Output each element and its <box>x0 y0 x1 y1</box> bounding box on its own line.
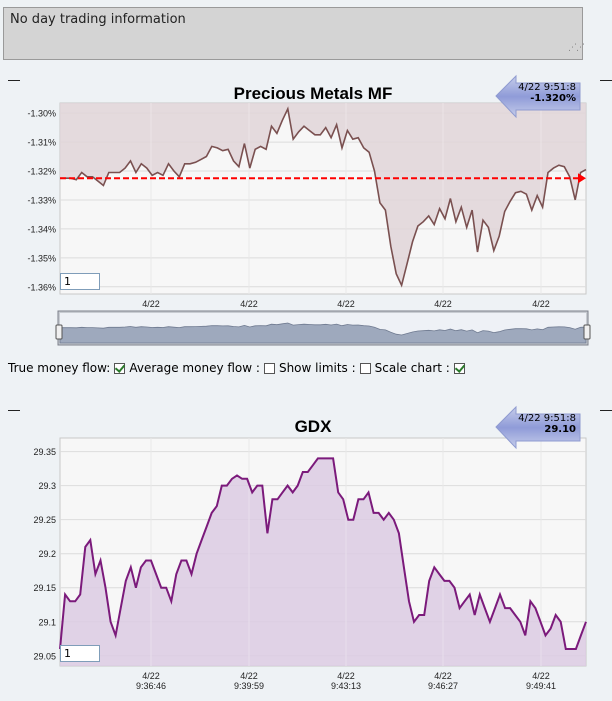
y-tick-label: 29.35 <box>33 447 56 457</box>
x-tick-date: 4/22 <box>434 299 452 309</box>
x-tick-date: 4/22 <box>240 299 258 309</box>
gdx-value-input[interactable]: 1 <box>60 645 100 662</box>
x-tick-date: 4/22 <box>240 671 258 681</box>
x-tick-date: 4/22 <box>142 671 160 681</box>
x-tick-date: 4/22 <box>532 299 550 309</box>
callout-value: -1.320% <box>530 93 576 104</box>
y-tick-label: -1.33% <box>27 195 56 205</box>
x-tick-time: 9:49:41 <box>526 681 556 691</box>
chart-title: Precious Metals MF <box>234 84 393 103</box>
true-money-flow-checkbox[interactable] <box>114 362 126 374</box>
day-trading-info-panel: No day trading information ⋰⋰ <box>3 7 585 60</box>
y-tick-label: 29.15 <box>33 583 56 593</box>
show-limits-checkbox[interactable] <box>359 362 371 374</box>
average-line-arrowhead <box>578 173 586 184</box>
series-line <box>59 457 587 650</box>
scale-chart-label: Scale chart : <box>374 361 450 375</box>
series-fill-area <box>60 458 586 666</box>
collapse-dash-icon[interactable] <box>600 410 612 411</box>
range-handle-left <box>55 324 63 340</box>
y-tick-label: -1.34% <box>27 224 56 234</box>
callout-date: 4/22 9:51:8 <box>518 413 576 424</box>
precious-metals-mf-chart: Precious Metals MF -1.30% -1.31% -1.32% -1.3… <box>27 84 591 346</box>
show-limits-label: Show limits : <box>278 361 356 375</box>
y-tick-label: -1.32% <box>27 167 56 177</box>
y-tick-label: 29.25 <box>33 515 56 525</box>
day-trading-info-text: No day trading information <box>10 12 186 27</box>
x-tick-time: 9:39:59 <box>234 681 264 691</box>
series-line <box>60 106 587 288</box>
collapse-dash-icon[interactable] <box>8 80 20 81</box>
pmmf-value-input[interactable]: 1 <box>60 273 100 290</box>
range-handle-right <box>583 324 591 340</box>
chart-options-bar: True money flow: Average money flow : Sh… <box>8 361 469 375</box>
scale-chart-checkbox[interactable] <box>453 362 465 374</box>
gdx-last-value-callout: 4/22 9:51:8 29.10 <box>494 405 582 450</box>
y-tick-label: 29.2 <box>38 549 56 559</box>
x-tick-date: 4/22 <box>532 671 550 681</box>
x-tick-time: 9:46:27 <box>428 681 458 691</box>
chart-title: GDX <box>295 417 333 436</box>
average-money-flow-checkbox[interactable] <box>263 362 275 374</box>
collapse-dash-icon[interactable] <box>8 410 20 411</box>
y-tick-label: 29.1 <box>38 617 56 627</box>
collapse-dash-icon[interactable] <box>600 80 612 81</box>
y-tick-label: -1.36% <box>27 282 56 292</box>
x-tick-date: 4/22 <box>337 299 355 309</box>
pmmf-last-value-callout: 4/22 9:51:8 -1.320% <box>494 74 582 119</box>
x-tick-time: 9:36:46 <box>136 681 166 691</box>
true-money-flow-label: True money flow: <box>8 361 111 375</box>
y-tick-label: -1.30% <box>27 109 56 119</box>
x-tick-date: 4/22 <box>142 299 160 309</box>
y-tick-label: 29.05 <box>33 651 56 661</box>
range-scroller-mini-series <box>59 322 587 344</box>
x-tick-date: 4/22 <box>434 671 452 681</box>
x-tick-time: 9:43:13 <box>331 681 361 691</box>
callout-arrow-shape <box>495 74 581 119</box>
y-tick-label: 29.3 <box>38 481 56 491</box>
y-tick-label: -1.31% <box>27 138 56 148</box>
series-fill-area <box>60 103 586 286</box>
y-tick-label: -1.35% <box>27 253 56 263</box>
callout-value: 29.10 <box>544 424 576 435</box>
callout-date: 4/22 9:51:8 <box>518 82 576 93</box>
x-tick-date: 4/22 <box>337 671 355 681</box>
average-money-flow-label: Average money flow : <box>129 361 260 375</box>
callout-arrow-shape <box>495 405 581 450</box>
resize-grip-icon[interactable]: ⋰⋰ <box>568 43 585 53</box>
